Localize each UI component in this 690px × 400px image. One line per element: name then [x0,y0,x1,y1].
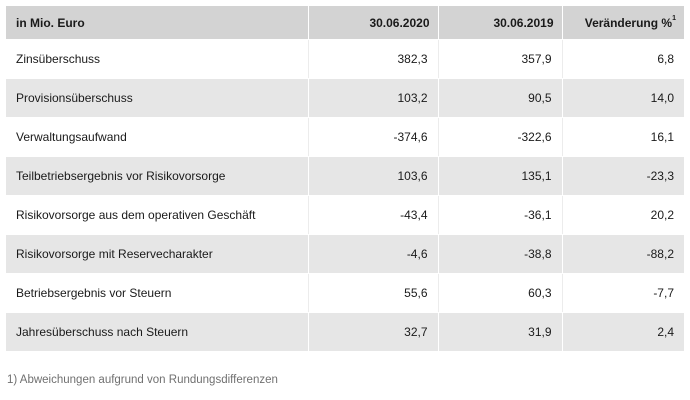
row-value-change: 16,1 [562,117,684,157]
row-value-2020: 103,2 [308,78,439,118]
row-value-2019: -38,8 [438,234,563,274]
row-value-2019: 31,9 [438,312,563,352]
row-value-change: 6,8 [562,39,684,79]
row-value-change: 14,0 [562,78,684,118]
row-value-2020: 382,3 [308,39,439,79]
header-unit-label: in Mio. Euro [6,6,309,40]
table-body: Zinsüberschuss 382,3 357,9 6,8 Provision… [6,39,684,352]
row-label: Zinsüberschuss [6,39,309,79]
row-value-2020: -4,6 [308,234,439,274]
table-row: Zinsüberschuss 382,3 357,9 6,8 [6,39,684,79]
row-value-2020: 103,6 [308,156,439,196]
row-label: Verwaltungsaufwand [6,117,309,157]
footnote: 1) Abweichungen aufgrund von Rundungsdif… [7,374,278,386]
table-row: Verwaltungsaufwand -374,6 -322,6 16,1 [6,117,684,157]
row-value-change: -23,3 [562,156,684,196]
table-row: Risikovorsorge aus dem operativen Geschä… [6,195,684,235]
row-label: Provisionsüberschuss [6,78,309,118]
financial-table-container: in Mio. Euro 30.06.2020 30.06.2019 Verän… [6,6,684,352]
row-value-2020: 32,7 [308,312,439,352]
financial-results-table: in Mio. Euro 30.06.2020 30.06.2019 Verän… [6,6,684,352]
row-value-change: -88,2 [562,234,684,274]
row-label: Risikovorsorge aus dem operativen Geschä… [6,195,309,235]
row-value-2020: -43,4 [308,195,439,235]
row-value-2019: 135,1 [438,156,563,196]
table-row: Provisionsüberschuss 103,2 90,5 14,0 [6,78,684,118]
row-value-2019: -36,1 [438,195,563,235]
header-col-2020: 30.06.2020 [308,6,439,40]
row-value-2019: 357,9 [438,39,563,79]
header-row: in Mio. Euro 30.06.2020 30.06.2019 Verän… [6,6,684,40]
row-value-2019: 90,5 [438,78,563,118]
row-label: Teilbetriebsergebnis vor Risikovorsorge [6,156,309,196]
table-row: Jahresüberschuss nach Steuern 32,7 31,9 … [6,312,684,352]
footnote-marker: 1 [672,14,676,22]
table-row: Teilbetriebsergebnis vor Risikovorsorge … [6,156,684,196]
row-label: Risikovorsorge mit Reservecharakter [6,234,309,274]
row-label: Betriebsergebnis vor Steuern [6,273,309,313]
header-col-2019: 30.06.2019 [438,6,563,40]
table-header: in Mio. Euro 30.06.2020 30.06.2019 Verän… [6,6,684,40]
row-value-2019: 60,3 [438,273,563,313]
row-label: Jahresüberschuss nach Steuern [6,312,309,352]
row-value-change: 20,2 [562,195,684,235]
row-value-change: 2,4 [562,312,684,352]
row-value-2020: -374,6 [308,117,439,157]
header-col-change: Veränderung %1 [562,6,684,40]
header-col-change-text: Veränderung % [584,15,673,30]
row-value-2019: -322,6 [438,117,563,157]
table-row: Betriebsergebnis vor Steuern 55,6 60,3 -… [6,273,684,313]
row-value-2020: 55,6 [308,273,439,313]
row-value-change: -7,7 [562,273,684,313]
table-row: Risikovorsorge mit Reservecharakter -4,6… [6,234,684,274]
